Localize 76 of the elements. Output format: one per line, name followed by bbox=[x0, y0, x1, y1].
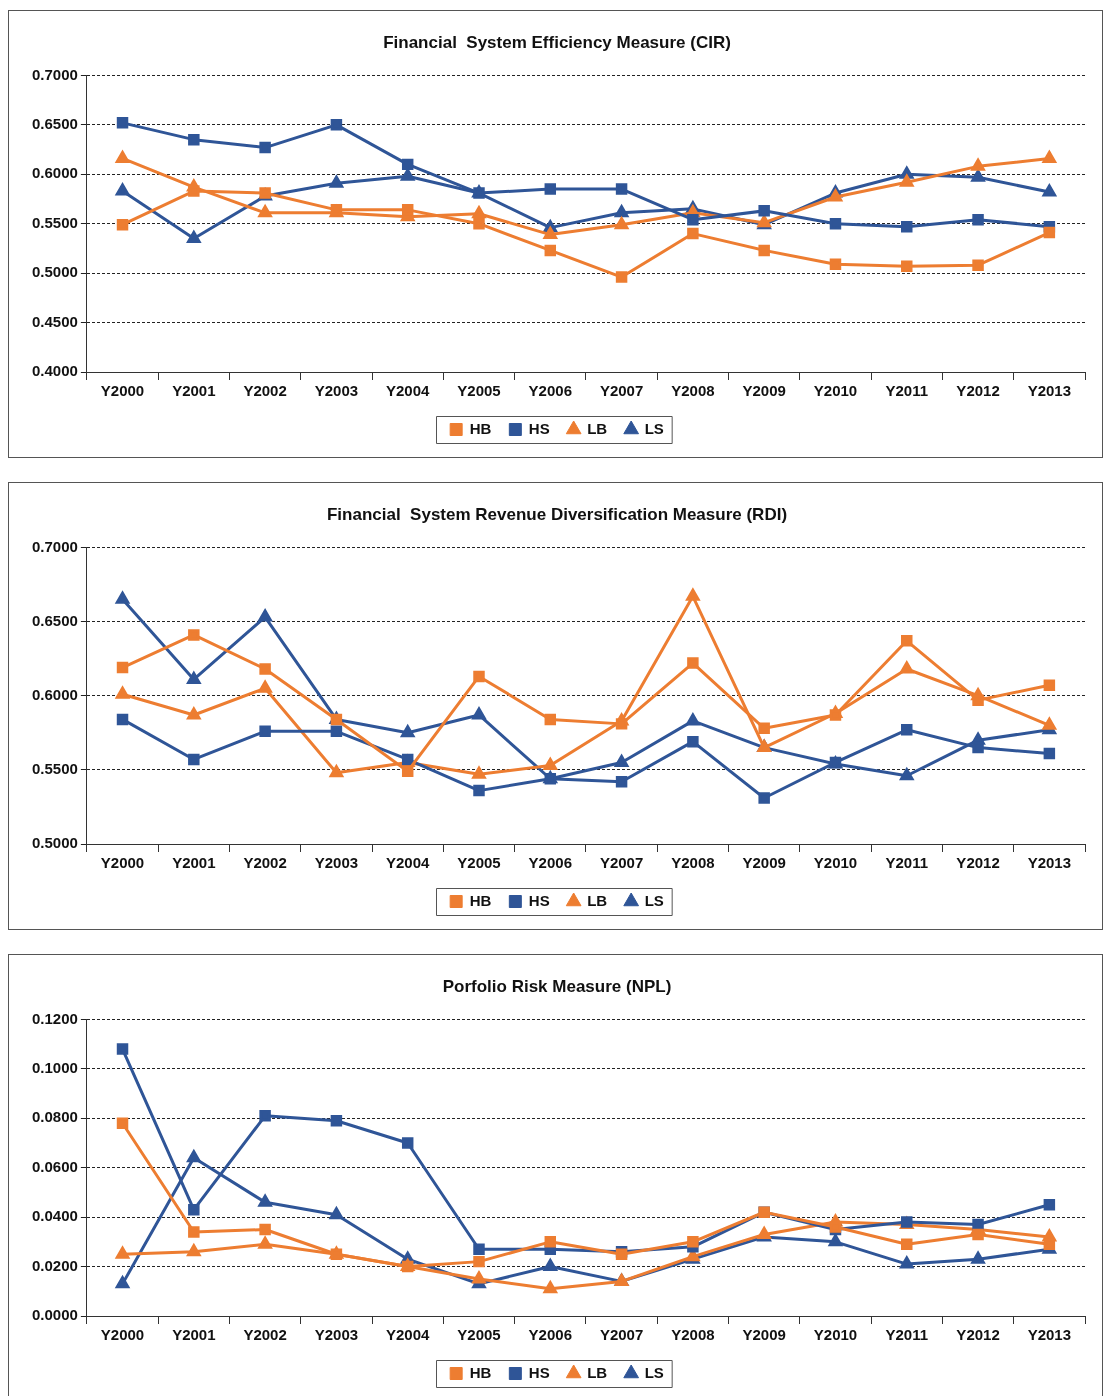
x-tick-label: Y2006 bbox=[528, 382, 572, 400]
x-tick-label: Y2003 bbox=[314, 1326, 359, 1344]
legend-label: LB bbox=[587, 419, 608, 437]
x-tick-label: Y2012 bbox=[956, 854, 1000, 872]
y-tick-label: 0.0600 bbox=[31, 1157, 78, 1175]
y-tick-label: 0.5500 bbox=[31, 213, 78, 231]
y-tick-label: 0.1000 bbox=[31, 1058, 78, 1076]
legend-label: HS bbox=[528, 1363, 550, 1381]
x-tick-label: Y2010 bbox=[813, 382, 858, 400]
y-tick-label: 0.4000 bbox=[31, 362, 78, 380]
x-tick-label: Y2012 bbox=[956, 382, 1000, 400]
y-tick-label: 0.6500 bbox=[31, 611, 78, 629]
legend-label: HB bbox=[469, 419, 492, 437]
legend-label: LB bbox=[587, 1363, 608, 1381]
legend-label: LS bbox=[644, 1363, 664, 1381]
legend-label: HS bbox=[528, 891, 550, 909]
x-tick-label: Y2000 bbox=[100, 854, 145, 872]
x-tick-label: Y2011 bbox=[885, 1326, 929, 1344]
legend-label: HB bbox=[469, 1363, 492, 1381]
x-tick-label: Y2009 bbox=[742, 382, 786, 400]
x-tick-label: Y2004 bbox=[386, 382, 431, 400]
x-tick-label: Y2012 bbox=[956, 1326, 1000, 1344]
x-tick-label: Y2013 bbox=[1027, 854, 1072, 872]
x-tick-label: Y2004 bbox=[386, 854, 431, 872]
x-tick-label: Y2001 bbox=[172, 1326, 216, 1344]
x-tick-label: Y2006 bbox=[528, 854, 572, 872]
y-tick-label: 0.5000 bbox=[31, 834, 78, 852]
x-tick-label: Y2010 bbox=[813, 1326, 858, 1344]
x-tick-label: Y2000 bbox=[100, 1326, 145, 1344]
chart-title: Financial System Revenue Diversification Measure (RDI) bbox=[326, 504, 788, 524]
y-tick-label: 0.7000 bbox=[31, 65, 78, 83]
legend-label: LS bbox=[644, 419, 664, 437]
x-tick-label: Y2006 bbox=[528, 1326, 572, 1344]
x-tick-label: Y2013 bbox=[1027, 382, 1072, 400]
y-tick-label: 0.0400 bbox=[31, 1207, 78, 1225]
x-tick-label: Y2001 bbox=[172, 854, 216, 872]
y-tick-label: 0.0200 bbox=[31, 1256, 78, 1274]
y-tick-label: 0.7000 bbox=[31, 537, 78, 555]
legend-label: LB bbox=[587, 891, 608, 909]
x-tick-label: Y2005 bbox=[457, 382, 501, 400]
x-tick-label: Y2009 bbox=[742, 854, 786, 872]
x-tick-label: Y2002 bbox=[243, 854, 287, 872]
y-tick-label: 0.6000 bbox=[31, 164, 78, 182]
y-tick-label: 0.6000 bbox=[31, 685, 78, 703]
y-tick-label: 0.5500 bbox=[31, 759, 78, 777]
x-tick-label: Y2005 bbox=[457, 854, 501, 872]
chart-title: Financial System Efficiency Measure (CIR) bbox=[383, 32, 731, 52]
x-tick-label: Y2007 bbox=[599, 854, 644, 872]
x-tick-label: Y2004 bbox=[386, 1326, 431, 1344]
x-tick-label: Y2011 bbox=[885, 854, 929, 872]
x-tick-label: Y2008 bbox=[671, 382, 715, 400]
x-tick-label: Y2001 bbox=[172, 382, 216, 400]
x-tick-label: Y2002 bbox=[243, 1326, 287, 1344]
legend-label: HB bbox=[469, 891, 492, 909]
x-tick-label: Y2008 bbox=[671, 854, 715, 872]
x-tick-label: Y2008 bbox=[671, 1326, 715, 1344]
x-tick-label: Y2007 bbox=[599, 382, 644, 400]
x-tick-label: Y2003 bbox=[314, 382, 359, 400]
y-tick-label: 0.6500 bbox=[31, 114, 78, 132]
x-tick-label: Y2010 bbox=[813, 854, 858, 872]
x-tick-label: Y2002 bbox=[243, 382, 287, 400]
y-tick-label: 0.4500 bbox=[31, 312, 78, 330]
x-tick-label: Y2013 bbox=[1027, 1326, 1072, 1344]
x-tick-label: Y2003 bbox=[314, 854, 359, 872]
y-tick-label: 0.1200 bbox=[31, 1009, 78, 1027]
x-tick-label: Y2011 bbox=[885, 382, 929, 400]
legend-label: HS bbox=[528, 419, 550, 437]
x-tick-label: Y2005 bbox=[457, 1326, 501, 1344]
legend-label: LS bbox=[644, 891, 664, 909]
x-tick-label: Y2007 bbox=[599, 1326, 644, 1344]
x-tick-label: Y2000 bbox=[100, 382, 145, 400]
y-tick-label: 0.0000 bbox=[31, 1306, 78, 1324]
y-tick-label: 0.5000 bbox=[31, 263, 78, 281]
y-tick-label: 0.0800 bbox=[31, 1108, 78, 1126]
x-tick-label: Y2009 bbox=[742, 1326, 786, 1344]
chart-title: Porfolio Risk Measure (NPL) bbox=[442, 976, 672, 996]
